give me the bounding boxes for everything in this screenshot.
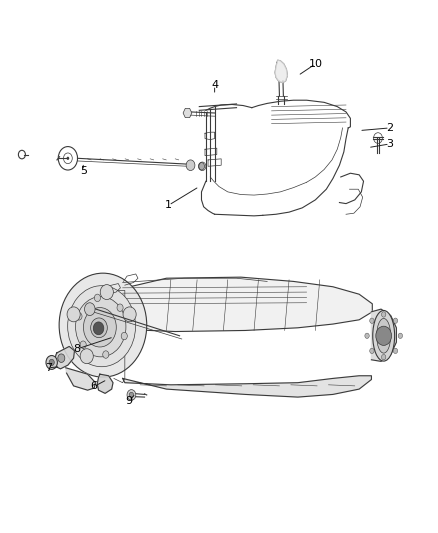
Text: 4: 4 [211, 80, 218, 90]
Polygon shape [275, 60, 287, 83]
Text: 1: 1 [165, 200, 172, 210]
Ellipse shape [83, 308, 117, 347]
Circle shape [393, 318, 398, 324]
Circle shape [398, 333, 403, 338]
Ellipse shape [67, 286, 136, 367]
Circle shape [117, 304, 123, 311]
Circle shape [80, 341, 86, 349]
Text: 2: 2 [386, 123, 393, 133]
Circle shape [93, 322, 104, 335]
Circle shape [365, 333, 369, 338]
Circle shape [381, 312, 386, 317]
Circle shape [129, 392, 134, 398]
Ellipse shape [67, 307, 80, 322]
Polygon shape [123, 376, 371, 397]
Ellipse shape [377, 318, 391, 353]
Text: 9: 9 [126, 396, 133, 406]
Polygon shape [371, 309, 396, 361]
Ellipse shape [91, 318, 107, 338]
Ellipse shape [80, 349, 93, 364]
Text: 7: 7 [45, 363, 52, 373]
Circle shape [49, 359, 54, 366]
Polygon shape [183, 108, 192, 118]
Ellipse shape [123, 307, 136, 322]
Ellipse shape [76, 296, 126, 357]
Circle shape [76, 313, 82, 320]
Text: 10: 10 [308, 59, 322, 69]
Circle shape [127, 390, 136, 400]
Polygon shape [88, 277, 372, 332]
Text: 8: 8 [73, 344, 80, 354]
Polygon shape [66, 368, 95, 390]
Circle shape [393, 348, 398, 353]
Ellipse shape [373, 310, 395, 361]
Circle shape [186, 160, 195, 171]
Circle shape [58, 354, 65, 362]
Circle shape [94, 294, 100, 302]
Circle shape [121, 332, 127, 340]
Circle shape [46, 356, 57, 369]
Text: 6: 6 [91, 382, 98, 391]
Circle shape [376, 326, 392, 345]
Polygon shape [55, 346, 74, 369]
Circle shape [103, 351, 109, 358]
Polygon shape [97, 374, 113, 393]
Circle shape [198, 163, 205, 170]
Ellipse shape [59, 273, 147, 377]
Circle shape [381, 354, 386, 360]
Circle shape [370, 348, 374, 353]
Text: 5: 5 [80, 166, 87, 175]
Circle shape [370, 318, 374, 324]
Circle shape [85, 303, 95, 316]
Ellipse shape [100, 285, 113, 300]
Text: 3: 3 [386, 139, 393, 149]
Circle shape [67, 157, 69, 160]
